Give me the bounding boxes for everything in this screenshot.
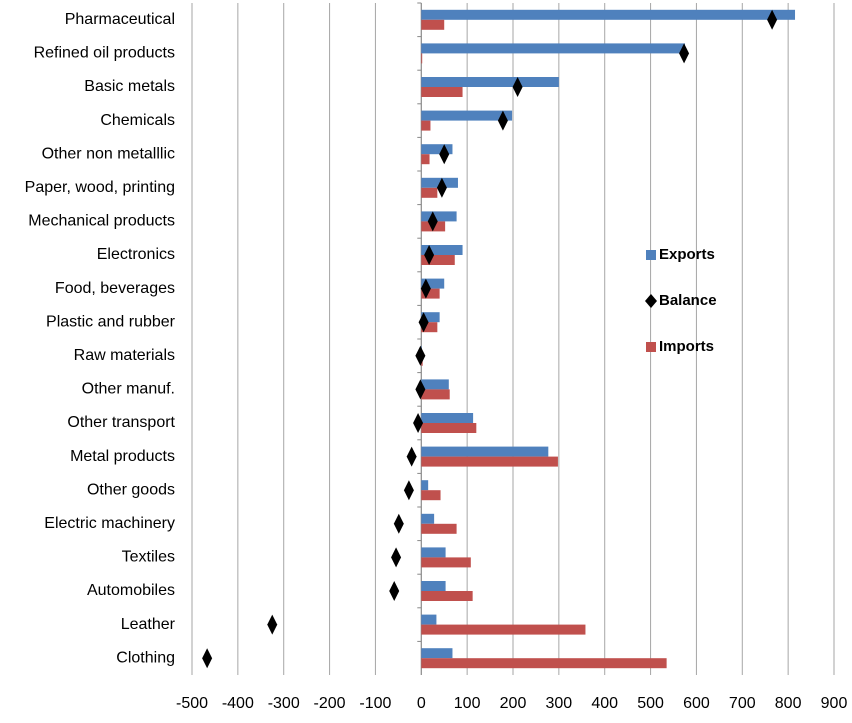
- y-tick-label: Plastic and rubber: [46, 313, 176, 330]
- bar: [421, 111, 512, 121]
- balance-marker: [404, 480, 414, 500]
- bar: [421, 154, 429, 164]
- x-tick-label: -500: [176, 695, 208, 712]
- y-tick-label: Food, beverages: [55, 280, 175, 297]
- bar: [421, 648, 452, 658]
- x-tick-label: 200: [500, 695, 527, 712]
- bar: [421, 547, 445, 557]
- bar: [421, 211, 456, 221]
- balance-marker: [415, 346, 425, 366]
- y-tick-label: Other manuf.: [82, 381, 175, 398]
- x-tick-label: 0: [417, 695, 426, 712]
- bar: [421, 20, 444, 30]
- bar: [421, 379, 449, 389]
- balance-marker: [389, 581, 399, 601]
- y-tick-label: Electronics: [97, 246, 175, 263]
- balance-marker: [391, 547, 401, 567]
- bar: [421, 557, 471, 567]
- bar: [421, 490, 440, 500]
- x-tick-label: 900: [821, 695, 848, 712]
- balance-marker: [407, 447, 417, 467]
- x-tick-label: -100: [359, 695, 391, 712]
- bar: [421, 423, 476, 433]
- y-tick-label: Metal products: [70, 448, 175, 465]
- x-tick-label: -200: [314, 695, 346, 712]
- y-tick-label: Paper, wood, printing: [25, 179, 175, 196]
- bar: [421, 10, 795, 20]
- bar: [421, 77, 559, 87]
- bar: [421, 658, 666, 668]
- y-tick-label: Mechanical products: [28, 213, 175, 230]
- x-tick-label: 700: [729, 695, 756, 712]
- legend-label: Exports: [659, 246, 715, 263]
- y-tick-label: Pharmaceutical: [65, 11, 175, 28]
- x-tick-label: 600: [683, 695, 710, 712]
- y-tick-label: Raw materials: [74, 347, 175, 364]
- y-tick-label: Other transport: [67, 414, 175, 431]
- balance-marker: [267, 615, 277, 635]
- y-tick-label: Chemicals: [100, 112, 175, 129]
- bar: [421, 413, 473, 423]
- y-tick-label: Clothing: [116, 649, 175, 666]
- bar: [421, 53, 422, 63]
- legend-label: Imports: [659, 338, 714, 355]
- legend-swatch: [645, 294, 657, 308]
- bar: [421, 121, 430, 131]
- balance-marker: [394, 514, 404, 534]
- bar: [421, 581, 445, 591]
- y-tick-label: Refined oil products: [34, 45, 175, 62]
- bar: [421, 514, 434, 524]
- x-tick-label: 500: [637, 695, 664, 712]
- y-tick-label: Automobiles: [87, 582, 175, 599]
- legend-label: Balance: [659, 292, 717, 309]
- bar: [421, 43, 685, 53]
- bar: [421, 447, 548, 457]
- y-tick-label: Basic metals: [84, 78, 175, 95]
- bar: [421, 615, 436, 625]
- bar: [421, 87, 462, 97]
- bar: [421, 591, 472, 601]
- x-tick-label: -300: [268, 695, 300, 712]
- y-tick-label: Electric machinery: [44, 515, 175, 532]
- y-tick-label: Other goods: [87, 481, 175, 498]
- bar: [421, 480, 428, 490]
- y-tick-label: Other non metalllic: [42, 145, 175, 162]
- balance-marker: [202, 648, 212, 668]
- y-tick-label: Leather: [121, 616, 176, 633]
- x-tick-label: 400: [591, 695, 618, 712]
- x-tick-label: -400: [222, 695, 254, 712]
- bar: [421, 524, 456, 534]
- bar: [421, 457, 558, 467]
- bar: [421, 625, 585, 635]
- legend-swatch: [646, 250, 656, 260]
- bar: [421, 188, 437, 198]
- x-tick-label: 100: [454, 695, 481, 712]
- y-tick-label: Textiles: [122, 549, 175, 566]
- legend-swatch: [646, 342, 656, 352]
- x-tick-label: 800: [775, 695, 802, 712]
- x-tick-label: 300: [546, 695, 573, 712]
- bar: [421, 389, 449, 399]
